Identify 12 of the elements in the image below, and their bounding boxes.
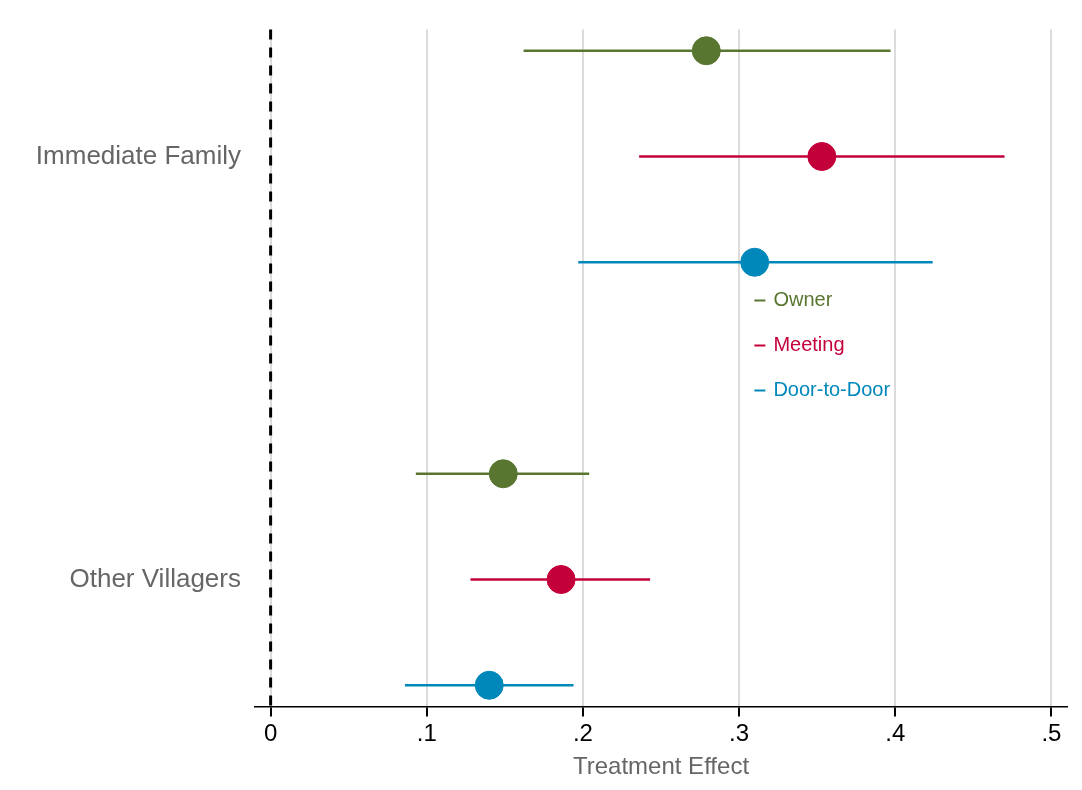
legend-label: Meeting (773, 333, 845, 356)
y-tick-label: Other Villagers (69, 562, 241, 593)
x-tick-label: .5 (1041, 719, 1062, 747)
legend-label: Owner (773, 288, 833, 311)
x-tick-label: 0 (263, 719, 278, 747)
legend-label: Door-to-Door (773, 378, 891, 401)
x-tick-label: .4 (885, 719, 906, 747)
x-axis-title: Treatment Effect (572, 752, 750, 780)
y-tick-label: Immediate Family (35, 139, 241, 170)
x-tick-label: .3 (729, 719, 750, 747)
x-tick-label: .2 (572, 719, 593, 747)
x-tick-label: .1 (416, 719, 437, 747)
